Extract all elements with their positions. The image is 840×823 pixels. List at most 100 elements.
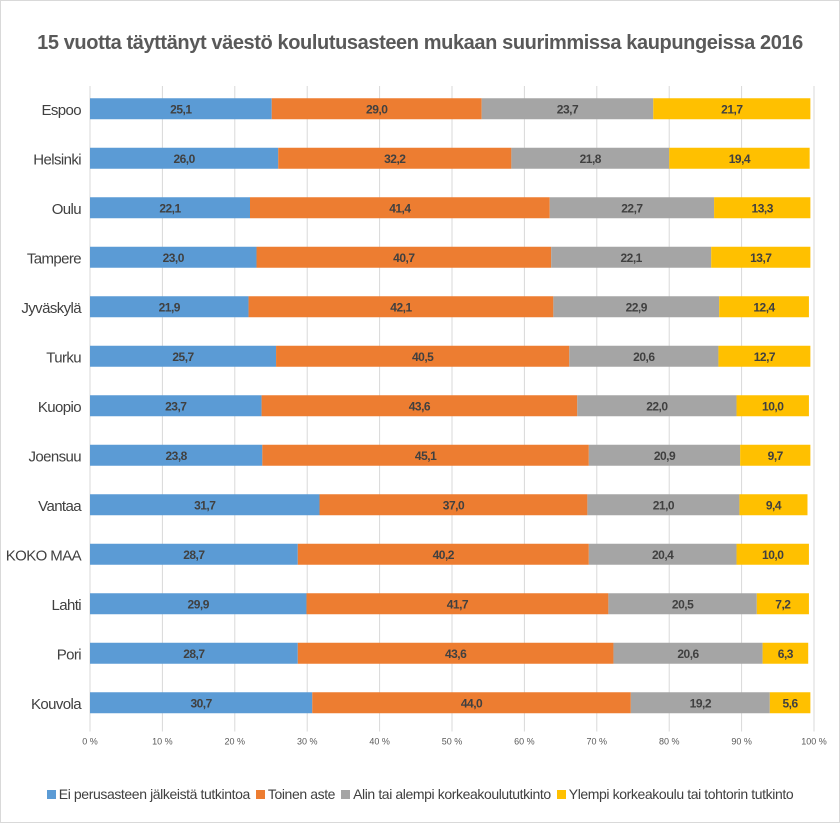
- data-label: 20,9: [654, 449, 676, 463]
- x-tick-label: 60 %: [514, 737, 535, 747]
- legend-item: Alin tai alempi korkeakoulututkinto: [341, 786, 551, 802]
- legend-swatch: [46, 790, 56, 799]
- bar-segment: [736, 395, 809, 417]
- data-label: 28,7: [183, 548, 205, 562]
- bar-segment: [90, 543, 298, 565]
- data-label: 23,7: [165, 399, 187, 413]
- chart-plot-area: 0 % 10 % 20 % 30 % 40 % 50 % 60 % 70 % 80 % 90 % 1…: [6, 86, 827, 747]
- bar-segment: [588, 543, 737, 565]
- legend-swatch: [556, 790, 566, 799]
- bar-segment: [739, 494, 808, 516]
- x-tick-label: 50 %: [442, 737, 463, 747]
- bar-segment: [653, 98, 811, 120]
- data-label: 22,1: [621, 251, 643, 265]
- x-tick-label: 90 %: [731, 737, 752, 747]
- x-tick-label: 0 %: [82, 737, 98, 747]
- bar-segment: [587, 494, 740, 516]
- data-label: 45,1: [415, 449, 437, 463]
- data-label: 23,8: [165, 449, 187, 463]
- data-label: 26,0: [173, 152, 195, 166]
- bar-segment: [756, 593, 809, 615]
- data-label: 21,0: [653, 498, 675, 512]
- x-tick-label: 30 %: [297, 737, 318, 747]
- data-label: 23,0: [163, 251, 185, 265]
- bar-segment: [256, 246, 552, 268]
- data-label: 20,6: [677, 647, 699, 661]
- bar-segment: [90, 593, 307, 615]
- bar-segment: [714, 197, 811, 219]
- data-label: 42,1: [390, 300, 412, 314]
- bar-segment: [278, 147, 512, 169]
- data-label: 10,0: [762, 548, 784, 562]
- category-label: Lahti: [51, 597, 81, 614]
- bar-segment: [90, 444, 263, 466]
- bar-segment: [762, 642, 809, 664]
- bar-segment: [608, 593, 757, 615]
- data-label: 12,7: [754, 350, 776, 364]
- bar-segment: [569, 345, 719, 367]
- bar-segment: [319, 494, 588, 516]
- bar-segment: [511, 147, 670, 169]
- data-label: 43,6: [409, 399, 431, 413]
- data-label: 6,3: [778, 647, 794, 661]
- bar-segment: [90, 147, 279, 169]
- bar-segment: [669, 147, 810, 169]
- category-label: Tampere: [27, 250, 81, 267]
- data-label: 21,9: [159, 300, 181, 314]
- category-label: Vantaa: [38, 498, 82, 515]
- legend-label: Ei perusasteen jälkeistä tutkintoa: [58, 786, 250, 802]
- data-label: 22,0: [646, 399, 668, 413]
- bar-segment: [90, 642, 298, 664]
- bar-segment: [90, 98, 272, 120]
- data-label: 19,4: [729, 152, 751, 166]
- chart-legend: Ei perusasteen jälkeistä tutkintoa Toinen…: [0, 786, 840, 802]
- legend-item: Ei perusasteen jälkeistä tutkintoa: [46, 786, 250, 802]
- category-label: Jyväskylä: [21, 300, 82, 317]
- bar-segment: [306, 593, 609, 615]
- bar-segment: [711, 246, 811, 268]
- data-label: 20,4: [652, 548, 674, 562]
- category-label: Turku: [46, 349, 81, 366]
- data-label: 41,4: [389, 201, 411, 215]
- data-label: 5,6: [783, 696, 799, 710]
- bar-segment: [551, 246, 712, 268]
- x-tick-label: 80 %: [659, 737, 680, 747]
- category-label: Helsinki: [33, 151, 81, 168]
- category-label: Pori: [57, 646, 82, 663]
- x-tick-label: 100 %: [801, 737, 827, 747]
- bar-segment: [261, 395, 578, 417]
- data-label: 9,4: [766, 498, 782, 512]
- bar-segment: [736, 543, 809, 565]
- data-label: 43,6: [445, 647, 467, 661]
- data-label: 20,5: [672, 597, 694, 611]
- bar-segment: [90, 494, 320, 516]
- bar-segment: [630, 692, 770, 714]
- legend-label: Alin tai alempi korkeakoulututkinto: [353, 786, 551, 802]
- data-label: 40,5: [412, 350, 434, 364]
- data-label: 32,2: [384, 152, 406, 166]
- bar-segment: [297, 543, 589, 565]
- data-label: 22,9: [626, 300, 648, 314]
- bar-segment: [553, 296, 720, 318]
- bar-segment: [718, 345, 811, 367]
- data-label: 12,4: [753, 300, 775, 314]
- bar-segment: [740, 444, 811, 466]
- data-label: 29,9: [188, 597, 210, 611]
- bar-segment: [90, 296, 249, 318]
- bar-segment: [262, 444, 589, 466]
- bar-segment: [248, 296, 554, 318]
- category-label: Oulu: [52, 201, 82, 218]
- legend-item: Ylempi korkeakoulu tai tohtorin tutkinto: [556, 786, 794, 802]
- data-label: 22,1: [159, 201, 181, 215]
- legend-swatch: [341, 790, 351, 799]
- bar-segment: [577, 395, 737, 417]
- x-tick-label: 10 %: [152, 737, 173, 747]
- data-label: 31,7: [194, 498, 216, 512]
- category-label: Espoo: [41, 102, 81, 119]
- bar-segment: [90, 197, 251, 219]
- data-label: 7,2: [775, 597, 791, 611]
- data-label: 13,7: [750, 251, 772, 265]
- bar-segment: [613, 642, 763, 664]
- data-label: 10,0: [762, 399, 784, 413]
- category-label: Kuopio: [38, 399, 81, 416]
